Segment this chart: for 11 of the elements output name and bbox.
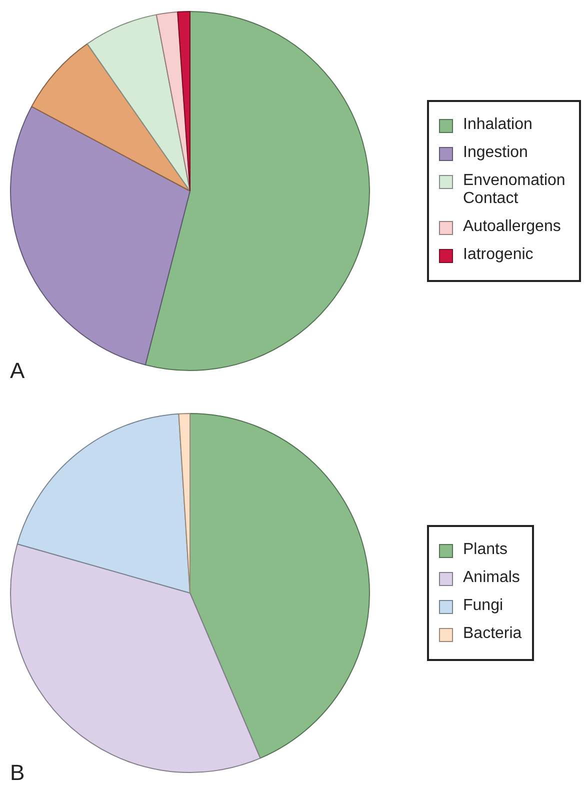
legend-label: Envenomation Contact [463, 172, 566, 208]
legend-label: Fungi [463, 597, 504, 615]
legend-label: Autoallergens [463, 218, 561, 236]
legend-label: Iatrogenic [463, 246, 534, 264]
legend-label: Bacteria [463, 625, 522, 643]
legend-label: Animals [463, 569, 520, 587]
legend-label: Inhalation [463, 116, 532, 134]
text: A [10, 358, 25, 384]
legend-label: Ingestion [463, 144, 528, 162]
legend-label: Plants [463, 541, 508, 559]
text: B [10, 760, 25, 786]
